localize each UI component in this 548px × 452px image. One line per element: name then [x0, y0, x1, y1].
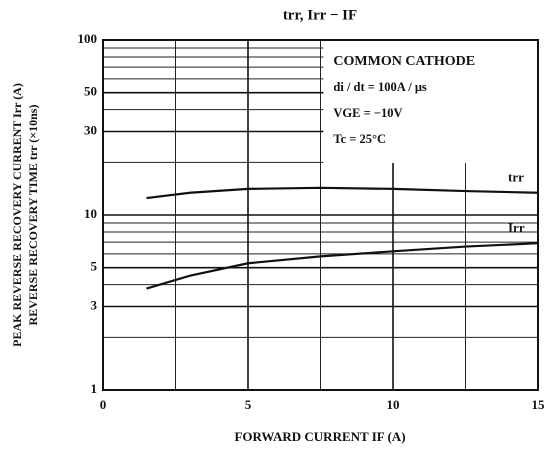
x-tick-label: 15: [532, 397, 546, 412]
series-line: [146, 186, 539, 200]
y-tick-label: 3: [91, 297, 98, 312]
x-tick-label: 5: [245, 397, 252, 412]
y-tick-label: 1: [91, 381, 98, 396]
y-axis-label: PEAK REVERSE RECOVERY CURRENT Irr (A): [10, 83, 24, 347]
x-tick-label: 0: [100, 397, 107, 412]
x-axis-label: FORWARD CURRENT IF (A): [234, 429, 405, 444]
chart-title: trr, Irr − IF: [283, 7, 357, 23]
annotation: VGE = −10V: [333, 106, 402, 120]
y-tick-label: 30: [84, 122, 97, 137]
y-tick-label: 100: [78, 31, 98, 46]
annotation: Tc = 25°C: [333, 132, 386, 146]
annotation-box: [323, 41, 537, 163]
y-tick-label: 5: [91, 259, 98, 274]
y-tick-label: 50: [84, 84, 97, 99]
plot-frame: [102, 39, 539, 391]
annotation: COMMON CATHODE: [333, 54, 475, 69]
annotation: di / dt = 100A / μs: [333, 80, 427, 94]
y-tick-label: 10: [84, 206, 97, 221]
x-tick-label: 10: [387, 397, 400, 412]
series-label: trr: [508, 170, 524, 185]
series-line: [146, 242, 539, 290]
y-axis-label: REVERSE RECOVERY TIME trr (×10ns): [26, 105, 40, 326]
series-label: Irr: [508, 220, 525, 235]
